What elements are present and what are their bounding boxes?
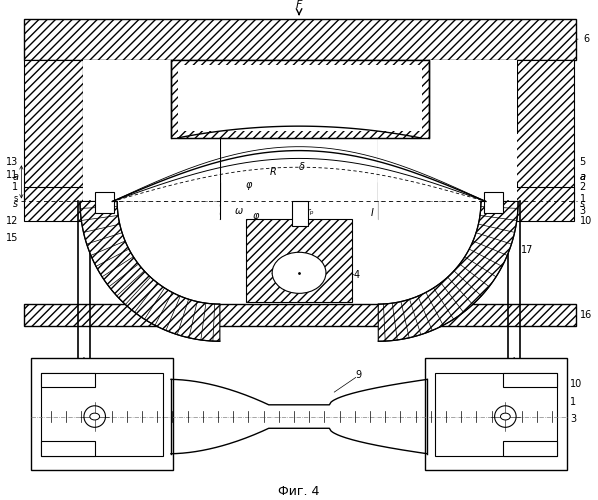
Bar — [379, 182, 517, 219]
Text: φ: φ — [253, 211, 259, 221]
Text: s: s — [579, 200, 585, 209]
Wedge shape — [117, 202, 220, 304]
Bar — [41, 372, 94, 387]
Bar — [379, 60, 517, 202]
Text: 8: 8 — [259, 294, 265, 304]
Bar — [25, 187, 83, 221]
Bar — [246, 219, 352, 302]
Text: s: s — [13, 200, 19, 209]
Text: 1: 1 — [570, 397, 576, 407]
Bar — [504, 441, 557, 456]
Bar — [515, 60, 574, 202]
Bar — [83, 60, 171, 133]
Text: a: a — [579, 172, 585, 182]
Bar — [379, 133, 466, 202]
Text: 10: 10 — [570, 380, 582, 390]
Text: s: s — [14, 194, 19, 203]
Text: 6: 6 — [576, 34, 590, 44]
Text: 17: 17 — [521, 246, 533, 256]
Text: 1: 1 — [13, 182, 19, 192]
Bar — [25, 18, 576, 59]
Text: Фиг. 4: Фиг. 4 — [279, 486, 320, 498]
Ellipse shape — [501, 413, 510, 420]
Bar — [83, 60, 220, 202]
Text: rₘ: rₘ — [425, 185, 434, 194]
Text: 3: 3 — [579, 206, 586, 216]
Wedge shape — [379, 202, 481, 304]
Text: δ: δ — [299, 162, 305, 172]
Text: a: a — [579, 172, 585, 182]
Text: III: III — [397, 182, 405, 192]
Text: 15: 15 — [6, 232, 19, 242]
Bar — [171, 60, 429, 138]
Text: 1: 1 — [579, 194, 586, 203]
Text: γ: γ — [431, 216, 437, 226]
Text: 4: 4 — [354, 270, 360, 280]
Text: II: II — [411, 167, 416, 177]
Bar — [425, 358, 567, 470]
Bar — [504, 372, 557, 387]
Bar — [83, 133, 220, 202]
Text: Q: Q — [80, 380, 89, 390]
Text: 5: 5 — [579, 158, 586, 168]
Ellipse shape — [272, 252, 326, 294]
Bar — [435, 372, 557, 456]
Bar — [31, 358, 173, 470]
Text: rₘ: rₘ — [160, 185, 170, 194]
Polygon shape — [80, 202, 220, 342]
Text: 16: 16 — [579, 310, 592, 320]
Bar — [292, 202, 308, 226]
Text: 7: 7 — [390, 142, 396, 152]
Text: 13: 13 — [6, 158, 19, 168]
Text: A: A — [499, 208, 505, 218]
Text: I: I — [371, 208, 374, 218]
Bar — [83, 182, 220, 219]
Text: φ: φ — [246, 180, 252, 190]
Bar — [41, 441, 94, 456]
Ellipse shape — [90, 413, 100, 420]
Text: B: B — [483, 208, 489, 218]
Text: 14: 14 — [175, 104, 187, 114]
Polygon shape — [379, 202, 518, 342]
Text: F: F — [296, 0, 302, 10]
Bar — [178, 64, 422, 131]
Circle shape — [84, 406, 105, 427]
Text: a: a — [13, 172, 19, 182]
Text: β: β — [412, 211, 419, 221]
Text: W: W — [91, 208, 100, 218]
Bar — [429, 60, 517, 133]
Text: 10: 10 — [579, 216, 592, 226]
Circle shape — [495, 406, 516, 427]
Bar — [25, 304, 576, 326]
Bar — [94, 192, 114, 213]
Text: Q: Q — [510, 380, 518, 390]
Text: V: V — [116, 208, 122, 218]
Text: 9: 9 — [356, 370, 362, 380]
Text: 3: 3 — [570, 414, 576, 424]
Text: 2: 2 — [579, 182, 586, 192]
Bar — [484, 192, 504, 213]
Bar — [41, 372, 163, 456]
Text: α: α — [393, 192, 399, 202]
Text: 11: 11 — [6, 170, 19, 180]
Bar — [25, 60, 83, 202]
Text: R: R — [269, 167, 276, 177]
Bar — [515, 187, 574, 221]
Text: ω: ω — [236, 206, 243, 216]
Text: rₚ: rₚ — [307, 206, 315, 216]
Text: 12: 12 — [6, 216, 19, 226]
